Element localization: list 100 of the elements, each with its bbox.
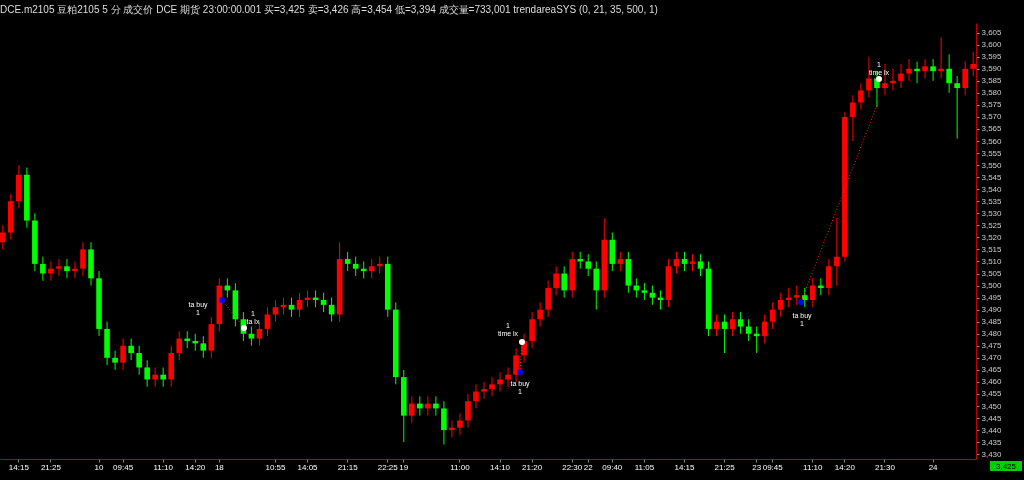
candlestick (176, 330, 183, 361)
candlestick (296, 292, 303, 318)
y-tick-label: 3,520 (981, 232, 1003, 242)
candlestick (200, 335, 207, 359)
x-tick-label: 21:25 (714, 462, 736, 472)
candlestick (513, 347, 519, 383)
y-tick-label: 3,500 (981, 281, 1003, 291)
candlestick (248, 326, 255, 347)
candlestick (80, 241, 86, 277)
candlestick (112, 350, 118, 371)
x-tick-label: 22:30 (562, 462, 583, 472)
candlestick (120, 338, 126, 371)
candlestick (537, 301, 543, 328)
candlestick (56, 258, 62, 277)
candlestick (152, 366, 158, 388)
y-tick-label: 3,570 (981, 112, 1003, 122)
x-tick-label: 22 (583, 462, 594, 472)
y-tick-label: 3,585 (981, 76, 1003, 86)
x-tick-label: 11:00 (450, 462, 471, 472)
candlestick (826, 258, 832, 296)
candlestick (465, 393, 471, 429)
x-tick-label: 21:15 (337, 462, 359, 472)
x-tick-label: 24 (928, 462, 939, 472)
x-tick-label: 09:45 (113, 462, 134, 472)
y-tick-label: 3,505 (981, 269, 1003, 279)
candlestick (617, 251, 624, 272)
x-tick-label: 14:15 (674, 462, 696, 472)
candlestick (962, 61, 968, 96)
y-tick-label: 3,575 (981, 100, 1003, 110)
y-tick-label: 3,525 (981, 220, 1003, 230)
y-tick-label: 3,495 (981, 293, 1003, 303)
candlestick (769, 301, 776, 330)
candlestick (320, 292, 327, 313)
candlestick (801, 287, 808, 308)
y-tick-label: 3,605 (981, 28, 1003, 38)
y-tick-label: 3,580 (981, 88, 1003, 98)
y-tick-label: 3,565 (981, 124, 1003, 134)
candlestick (850, 94, 856, 142)
candlestick (898, 63, 904, 89)
candlestick (144, 359, 150, 388)
candlestick (922, 58, 928, 79)
y-tick-label: 3,600 (981, 40, 1003, 50)
y-tick-label: 3,540 (981, 184, 1003, 194)
x-tick-label: 14:20 (185, 462, 206, 472)
candlestick (593, 260, 600, 311)
candlestick (457, 412, 463, 436)
y-tick-label: 3,455 (981, 389, 1003, 399)
y-tick-label: 3,550 (981, 160, 1003, 170)
candlestick (737, 311, 744, 335)
candlestick (906, 58, 912, 82)
text: 3,425 (995, 462, 1017, 471)
x-tick-label: 11:10 (803, 462, 824, 472)
y-tick-label: 3,560 (981, 136, 1003, 146)
candlestick (344, 251, 351, 272)
y-tick-label: 3,440 (981, 425, 1003, 435)
y-tick-label: 3,460 (981, 377, 1003, 387)
y-tick-label: 3,445 (981, 413, 1003, 423)
y-tick-label: 3,510 (981, 256, 1003, 266)
candlestick (930, 58, 936, 82)
candlestick (858, 82, 864, 111)
candlestick (352, 256, 359, 277)
candlestick (489, 376, 495, 397)
candlestick (681, 251, 688, 272)
candlestick (128, 338, 134, 361)
x-tick-label: 21:20 (522, 462, 543, 472)
candlestick (954, 75, 960, 140)
candlestick (473, 383, 479, 409)
candlestick (529, 311, 535, 349)
candlestick (553, 265, 559, 296)
candlestick (561, 265, 567, 299)
candlestick (946, 53, 952, 94)
candlestick (882, 63, 888, 96)
candlestick (264, 306, 271, 337)
candlestick (136, 345, 142, 376)
y-tick-label: 3,485 (981, 317, 1003, 327)
candlestick (649, 285, 656, 306)
candlestick (697, 253, 704, 277)
x-tick-label: 22:25 (377, 462, 399, 472)
x-tick-label: 14:20 (834, 462, 856, 472)
candlestick (368, 258, 375, 279)
candlestick (834, 217, 840, 287)
y-tick-label: 3,480 (981, 329, 1003, 339)
candlestick (481, 381, 487, 400)
y-tick-label: 3,545 (981, 172, 1003, 182)
x-tick-label: 11:10 (153, 462, 174, 472)
candlestick (777, 292, 784, 318)
candlestick (0, 224, 6, 250)
y-tick-label: 3,530 (981, 208, 1003, 218)
candlestick (48, 260, 54, 282)
x-tick-label: 14:15 (8, 462, 30, 472)
candlestick (505, 366, 511, 388)
x-tick-label: 09:40 (602, 462, 623, 472)
y-tick-label: 3,555 (981, 148, 1003, 158)
x-tick-label: 21:30 (874, 462, 896, 472)
y-tick-label: 3,515 (981, 244, 1003, 254)
x-tick-label: 10 (94, 462, 105, 472)
y-tick-label: 3,475 (981, 341, 1003, 351)
candlestick (809, 277, 816, 308)
y-tick-label: 3,470 (981, 353, 1003, 363)
candlestick (585, 253, 592, 277)
